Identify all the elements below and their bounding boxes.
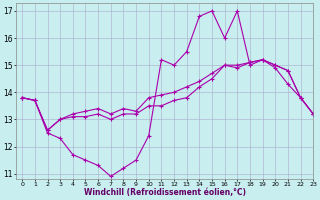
X-axis label: Windchill (Refroidissement éolien,°C): Windchill (Refroidissement éolien,°C)	[84, 188, 245, 197]
